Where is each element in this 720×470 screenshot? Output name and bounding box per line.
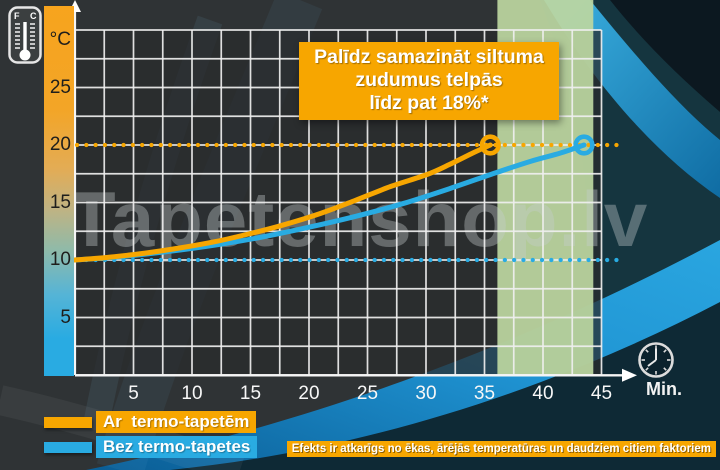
y-tick-label: 25 (49, 76, 71, 98)
x-tick-label: 35 (473, 383, 496, 404)
x-tick-label: 15 (239, 383, 262, 404)
arrow-right-icon (622, 368, 637, 382)
legend-item-without-thermo: Bez termo-tapetes (44, 436, 258, 458)
headline-line-3: līdz pat 18%* (369, 92, 489, 114)
y-tick-label: 10 (49, 249, 71, 270)
footnote-disclaimer: Efekts ir atkarīgs no ēkas, ārējās tempe… (286, 441, 716, 457)
x-tick-label: 45 (590, 383, 613, 404)
headline-box: Palīdz samazināt siltuma zudumus telpās … (299, 42, 559, 120)
curve-endpoint-marker (479, 134, 501, 156)
legend: Ar termo-tapetēm Bez termo-tapetes (44, 411, 258, 461)
y-tick-label: 15 (49, 191, 71, 213)
headline-line-1: Palīdz samazināt siltuma (314, 46, 544, 68)
legend-item-with-thermo: Ar termo-tapetēm (44, 411, 257, 433)
x-tick-label: 10 (181, 383, 203, 404)
x-tick-label: 40 (532, 383, 554, 404)
curve-endpoint-marker (573, 134, 595, 156)
axes (69, 0, 637, 382)
x-axis-unit-label: Min. (646, 379, 682, 399)
thermometer-icon: F C (8, 6, 42, 69)
x-tick-label: 25 (356, 383, 379, 404)
legend-label-without-thermo: Bez termo-tapetes (96, 436, 258, 458)
legend-swatch-orange (44, 416, 92, 428)
data-curves (72, 134, 595, 263)
x-tick-label: 20 (298, 383, 320, 404)
legend-label-with-thermo: Ar termo-tapetēm (96, 411, 257, 433)
y-tick-label: 5 (60, 306, 71, 328)
clock-icon (636, 340, 676, 385)
y-axis-gradient-bar: °C 25 20 15 10 5 (44, 6, 74, 376)
curve-ar-termo-tapetēm (72, 142, 493, 263)
headline-line-2: zudumus telpās (355, 69, 503, 91)
legend-swatch-blue (44, 441, 92, 453)
x-tick-label: 5 (128, 383, 139, 404)
thermometer-c-label: C (30, 11, 37, 21)
x-tick-label: 30 (415, 383, 437, 404)
thermometer-f-label: F (14, 11, 20, 21)
y-tick-label: 20 (49, 134, 71, 155)
reference-dotted-lines (74, 142, 628, 263)
y-axis-unit-label: °C (49, 29, 71, 50)
